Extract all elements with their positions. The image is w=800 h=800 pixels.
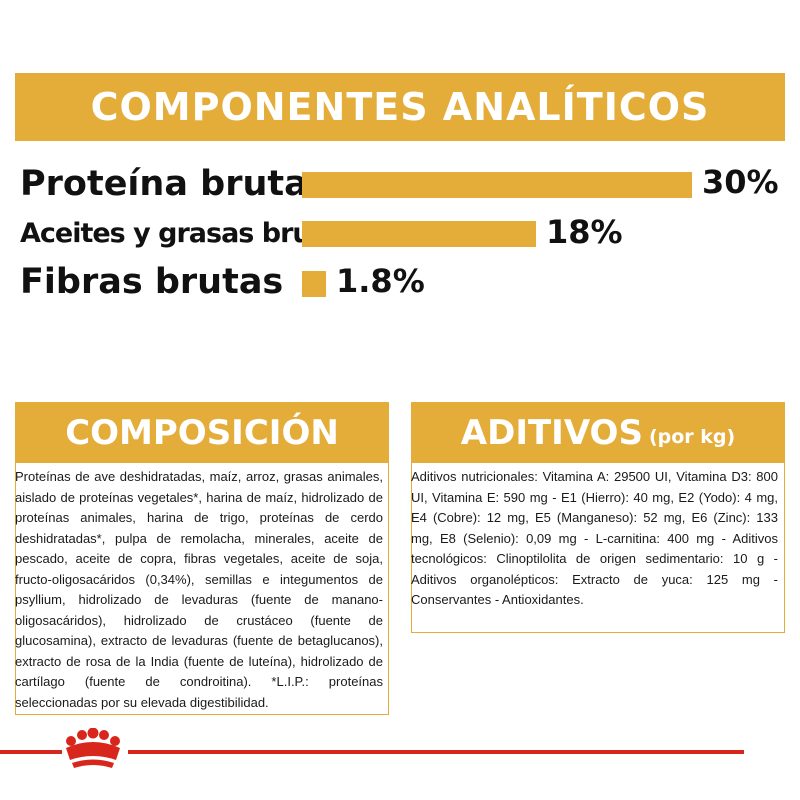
- crown-icon: [66, 728, 120, 768]
- fat-label: Aceites y grasas brutos: [20, 218, 356, 249]
- additives-box: [411, 463, 785, 633]
- fiber-label: Fibras brutas: [20, 262, 284, 302]
- fiber-value: 1.8%: [336, 262, 425, 300]
- fiber-bar: [302, 271, 326, 297]
- additives-text: Aditivos nutricionales: Vitamina A: 2950…: [411, 469, 778, 607]
- composition-box: [15, 463, 389, 715]
- protein-value: 30%: [702, 163, 779, 201]
- composition-title: COMPOSICIÓN: [15, 402, 389, 463]
- analytics-title: COMPONENTES ANALÍTICOS: [15, 73, 785, 141]
- protein-label: Proteína bruta: [20, 164, 308, 204]
- fat-bar: [302, 221, 536, 247]
- composition-text: Proteínas de ave deshidratadas, maíz, ar…: [15, 469, 383, 710]
- additives-subtitle: (por kg): [648, 425, 736, 448]
- protein-bar: [302, 172, 692, 198]
- additives-title-banner: ADITIVOS (por kg): [411, 402, 785, 463]
- additives-title: ADITIVOS: [460, 412, 643, 453]
- footer-line-right: [128, 750, 744, 754]
- fat-value: 18%: [546, 213, 623, 251]
- footer-line-left: [0, 750, 62, 754]
